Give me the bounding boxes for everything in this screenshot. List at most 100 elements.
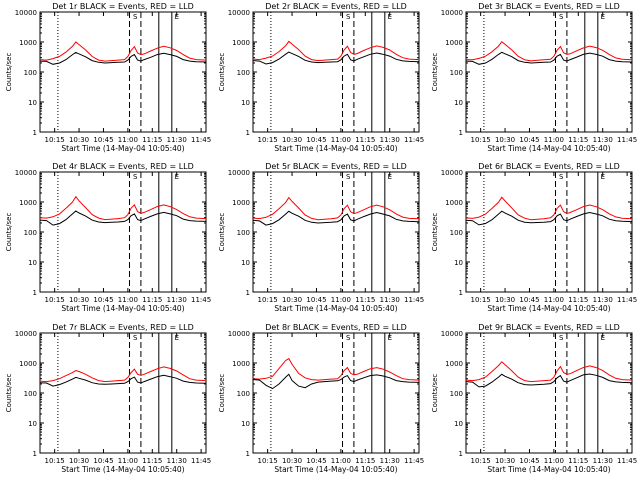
y-axis-label: Counts/sec — [5, 213, 13, 252]
y-axis-label: Counts/sec — [218, 213, 226, 252]
y-tick-label: 10 — [454, 99, 463, 107]
y-axis-label: Counts/sec — [431, 213, 439, 252]
y-tick-label: 10 — [28, 259, 37, 267]
plot-frame — [465, 11, 633, 133]
plot-title: Det 1r BLACK = Events, RED = LLD — [52, 2, 194, 11]
x-tick-label: 11:45 — [191, 136, 211, 144]
y-tick-label: 1000 — [232, 360, 250, 368]
annotation-label: E — [601, 13, 605, 21]
y-tick-label: 1 — [246, 129, 250, 137]
x-tick-label: 10:45 — [306, 136, 326, 144]
x-tick-label: 11:45 — [617, 457, 637, 465]
y-tick-label: 1 — [33, 289, 37, 297]
x-tick-label: 11:30 — [380, 296, 400, 304]
x-tick-label: 10:15 — [471, 457, 491, 465]
x-tick-label: 11:30 — [167, 457, 187, 465]
x-tick-label: 11:45 — [191, 457, 211, 465]
plot-frame — [39, 171, 207, 293]
y-tick-label: 1 — [33, 129, 37, 137]
plot-frame — [252, 332, 420, 454]
annotation-label: E — [601, 334, 605, 342]
x-tick-label: 11:30 — [380, 136, 400, 144]
x-tick-label: 11:45 — [617, 296, 637, 304]
y-tick-label: 1000 — [445, 39, 463, 47]
x-tick-label: 11:15 — [568, 457, 588, 465]
x-tick-label: 11:15 — [568, 136, 588, 144]
x-axis-label: Start Time (14-May-04 10:05:40) — [274, 304, 397, 313]
plot-frame — [465, 332, 633, 454]
annotation-label: S — [559, 13, 564, 21]
y-tick-label: 1000 — [232, 39, 250, 47]
annotation-label: S — [133, 13, 138, 21]
annotation-label: E — [388, 334, 392, 342]
annotation-label: S — [133, 334, 138, 342]
plot-title: Det 6r BLACK = Events, RED = LLD — [478, 162, 620, 171]
lld-series-line — [39, 366, 207, 383]
y-tick-label: 1000 — [232, 199, 250, 207]
y-tick-label: 10000 — [15, 330, 37, 338]
plot-frame — [252, 171, 420, 293]
x-tick-label: 10:45 — [306, 457, 326, 465]
events-series-line — [39, 210, 207, 226]
annotation-label: S — [346, 13, 351, 21]
plot-title: Det 4r BLACK = Events, RED = LLD — [52, 162, 194, 171]
annotation-label: S — [346, 173, 351, 181]
y-tick-label: 10 — [241, 259, 250, 267]
x-tick-label: 11:30 — [167, 136, 187, 144]
x-axis-label: Start Time (14-May-04 10:05:40) — [61, 465, 184, 474]
x-axis-label: Start Time (14-May-04 10:05:40) — [274, 144, 397, 153]
y-axis-label: Counts/sec — [431, 53, 439, 92]
lld-series-line — [252, 357, 420, 381]
y-tick-label: 10000 — [15, 169, 37, 177]
x-tick-label: 11:15 — [355, 136, 375, 144]
y-tick-label: 10000 — [15, 9, 37, 17]
x-tick-label: 10:30 — [495, 457, 515, 465]
y-tick-label: 100 — [24, 69, 37, 77]
annotation-label: S — [559, 173, 564, 181]
x-tick-label: 10:30 — [495, 136, 515, 144]
events-series-line — [252, 373, 420, 390]
x-tick-label: 11:45 — [404, 136, 424, 144]
annotation-label: S — [559, 334, 564, 342]
y-tick-label: 10 — [454, 420, 463, 428]
lld-series-line — [252, 40, 420, 62]
y-tick-label: 1000 — [19, 360, 37, 368]
x-tick-label: 11:00 — [544, 136, 564, 144]
x-tick-label: 10:45 — [519, 136, 539, 144]
lld-series-line — [465, 361, 633, 383]
x-tick-label: 10:30 — [495, 296, 515, 304]
plot-frame — [465, 171, 633, 293]
x-tick-label: 10:30 — [282, 136, 302, 144]
x-tick-label: 11:15 — [568, 296, 588, 304]
x-tick-label: 10:15 — [45, 296, 65, 304]
lld-series-line — [252, 196, 420, 221]
x-tick-label: 10:30 — [282, 296, 302, 304]
annotation-label: E — [175, 13, 179, 21]
y-axis-label: Counts/sec — [431, 374, 439, 413]
y-tick-label: 10 — [28, 420, 37, 428]
y-tick-label: 1000 — [445, 360, 463, 368]
x-tick-label: 10:30 — [282, 457, 302, 465]
y-tick-label: 1000 — [445, 199, 463, 207]
x-tick-label: 11:00 — [118, 457, 138, 465]
x-axis-label: Start Time (14-May-04 10:05:40) — [487, 465, 610, 474]
lld-series-line — [465, 196, 633, 221]
annotation-label: E — [388, 13, 392, 21]
x-tick-label: 10:45 — [93, 136, 113, 144]
y-tick-label: 10 — [241, 420, 250, 428]
y-tick-label: 10000 — [441, 169, 463, 177]
x-tick-label: 11:00 — [118, 136, 138, 144]
x-tick-label: 10:15 — [258, 457, 278, 465]
x-tick-label: 11:30 — [167, 296, 187, 304]
y-tick-label: 10000 — [228, 9, 250, 17]
y-tick-label: 1000 — [19, 39, 37, 47]
x-tick-label: 10:45 — [93, 296, 113, 304]
x-tick-label: 11:00 — [118, 296, 138, 304]
lld-series-line — [39, 41, 207, 62]
y-tick-label: 1 — [246, 289, 250, 297]
x-tick-label: 10:45 — [519, 457, 539, 465]
x-tick-label: 11:45 — [617, 136, 637, 144]
x-tick-label: 11:00 — [544, 457, 564, 465]
